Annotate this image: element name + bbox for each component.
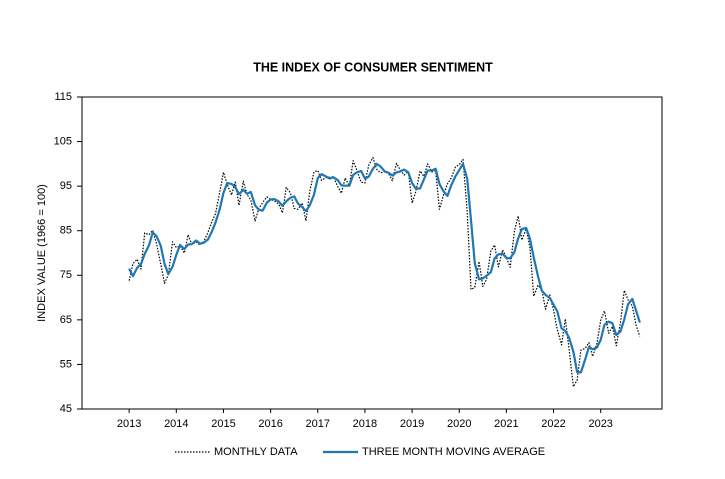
- x-tick-label: 2016: [258, 418, 282, 430]
- x-tick-label: 2015: [211, 418, 235, 430]
- y-axis-label: INDEX VALUE (1966 = 100): [36, 184, 48, 322]
- x-tick-label: 2023: [588, 418, 612, 430]
- y-tick-label: 105: [54, 135, 72, 147]
- x-tick-label: 2022: [541, 418, 565, 430]
- x-tick-label: 2018: [353, 418, 377, 430]
- legend-label: THREE MONTH MOVING AVERAGE: [362, 446, 545, 458]
- y-tick-label: 65: [60, 314, 72, 326]
- plot-frame: [81, 96, 663, 410]
- x-tick-label: 2019: [400, 418, 424, 430]
- x-tick-label: 2017: [306, 418, 330, 430]
- series-line: [128, 162, 641, 374]
- x-tick-label: 2021: [494, 418, 518, 430]
- chart-title: THE INDEX OF CONSUMER SENTIMENT: [253, 60, 493, 74]
- y-tick-label: 95: [60, 180, 72, 192]
- y-tick-label: 55: [60, 358, 72, 370]
- x-tick-label: 2013: [117, 418, 141, 430]
- legend-label: MONTHLY DATA: [214, 446, 298, 458]
- y-tick-label: 85: [60, 225, 72, 237]
- y-tick-label: 75: [60, 269, 72, 281]
- x-tick-label: 2020: [447, 418, 471, 430]
- y-tick-label: 45: [60, 403, 72, 415]
- x-tick-label: 2014: [164, 418, 188, 430]
- y-tick-label: 115: [54, 91, 72, 103]
